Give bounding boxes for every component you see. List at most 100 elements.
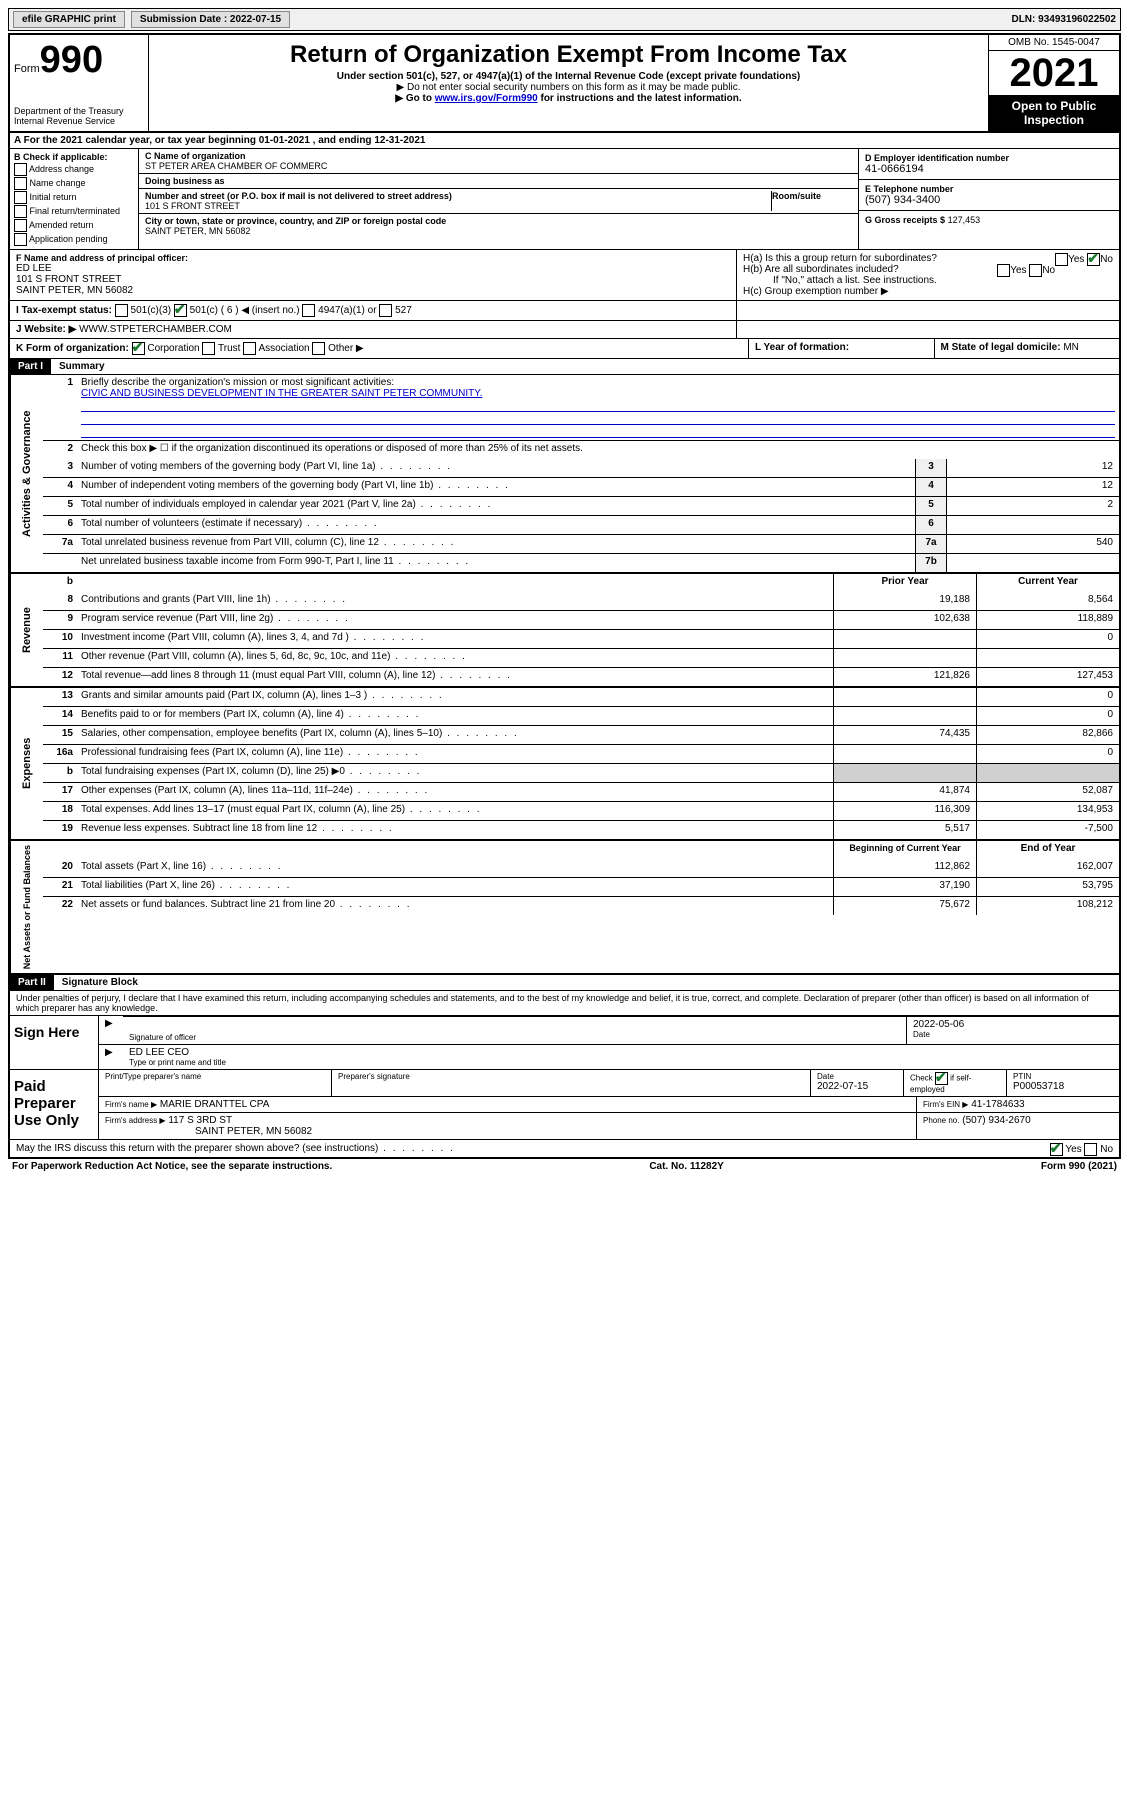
officer-name-title: ED LEE CEO (129, 1047, 1113, 1058)
revenue-block: Revenue b Prior Year Current Year 8Contr… (10, 574, 1119, 688)
checkbox-application-pending[interactable] (14, 233, 27, 246)
table-row: 11Other revenue (Part VIII, column (A), … (43, 648, 1119, 667)
sig-date: 2022-05-06 (913, 1019, 1113, 1030)
side-label-expenses: Expenses (10, 688, 43, 839)
tax-year: 2021 (989, 51, 1119, 95)
checkbox-self-employed[interactable] (935, 1072, 948, 1085)
table-row: 10Investment income (Part VIII, column (… (43, 629, 1119, 648)
checkbox-discuss-no[interactable] (1084, 1143, 1097, 1156)
section-bcd: B Check if applicable: Address change Na… (10, 149, 1119, 250)
table-row: 4Number of independent voting members of… (43, 477, 1119, 496)
checkbox-address-change[interactable] (14, 163, 27, 176)
domicile-state: MN (1063, 342, 1079, 353)
city-state-zip: SAINT PETER, MN 56082 (145, 226, 852, 236)
form-number: Form990 (14, 39, 144, 82)
checkbox-assoc[interactable] (243, 342, 256, 355)
may-irs-discuss: May the IRS discuss this return with the… (10, 1140, 1119, 1157)
side-label-netassets: Net Assets or Fund Balances (10, 841, 43, 973)
checkbox-501c3[interactable] (115, 304, 128, 317)
table-row: 19Revenue less expenses. Subtract line 1… (43, 820, 1119, 839)
omb-number: OMB No. 1545-0047 (989, 35, 1119, 51)
firm-phone: (507) 934-2670 (962, 1115, 1030, 1126)
ein-value: 41-0666194 (865, 163, 1113, 175)
checkbox-final-return[interactable] (14, 205, 27, 218)
table-row: 18Total expenses. Add lines 13–17 (must … (43, 801, 1119, 820)
irs-link[interactable]: www.irs.gov/Form990 (435, 93, 538, 104)
side-label-governance: Activities & Governance (10, 375, 43, 572)
checkbox-ha-no[interactable] (1087, 253, 1100, 266)
row-a-period: A For the 2021 calendar year, or tax yea… (10, 133, 1119, 149)
checkbox-527[interactable] (379, 304, 392, 317)
efile-button[interactable]: efile GRAPHIC print (13, 11, 125, 28)
website-value: WWW.STPETERCHAMBER.COM (79, 324, 232, 335)
row-j-website: J Website: ▶ WWW.STPETERCHAMBER.COM (10, 321, 1119, 339)
street-address: 101 S FRONT STREET (145, 201, 771, 211)
checkbox-initial-return[interactable] (14, 191, 27, 204)
open-public-badge: Open to Public Inspection (989, 95, 1119, 131)
row-klm: K Form of organization: Corporation Trus… (10, 339, 1119, 359)
checkbox-hb-yes[interactable] (997, 264, 1010, 277)
checkbox-4947[interactable] (302, 304, 315, 317)
form-note-2: ▶ Go to www.irs.gov/Form990 for instruct… (157, 93, 980, 104)
page-footer: For Paperwork Reduction Act Notice, see … (8, 1159, 1121, 1174)
perjury-declaration: Under penalties of perjury, I declare th… (10, 991, 1119, 1015)
checkbox-discuss-yes[interactable] (1050, 1143, 1063, 1156)
table-row: Net unrelated business taxable income fr… (43, 553, 1119, 572)
checkbox-trust[interactable] (202, 342, 215, 355)
table-row: 8Contributions and grants (Part VIII, li… (43, 592, 1119, 610)
firm-name: MARIE DRANTTEL CPA (160, 1099, 269, 1110)
dln-label: DLN: 93493196022502 (1011, 14, 1116, 25)
netassets-block: Net Assets or Fund Balances Beginning of… (10, 841, 1119, 975)
checkbox-501c[interactable] (174, 304, 187, 317)
row-i-tax-status: I Tax-exempt status: 501(c)(3) 501(c) ( … (10, 301, 1119, 321)
form-title: Return of Organization Exempt From Incom… (157, 41, 980, 69)
table-row: 15Salaries, other compensation, employee… (43, 725, 1119, 744)
expenses-block: Expenses 13Grants and similar amounts pa… (10, 688, 1119, 841)
table-row: 17Other expenses (Part IX, column (A), l… (43, 782, 1119, 801)
table-row: 16aProfessional fundraising fees (Part I… (43, 744, 1119, 763)
irs-label: Internal Revenue Service (14, 116, 144, 126)
table-row: 9Program service revenue (Part VIII, lin… (43, 610, 1119, 629)
form-subtitle: Under section 501(c), 527, or 4947(a)(1)… (157, 71, 980, 82)
table-row: 6Total number of volunteers (estimate if… (43, 515, 1119, 534)
table-row: bTotal fundraising expenses (Part IX, co… (43, 763, 1119, 782)
firm-addr1: 117 S 3RD ST (168, 1115, 232, 1126)
table-row: 5Total number of individuals employed in… (43, 496, 1119, 515)
firm-addr2: SAINT PETER, MN 56082 (195, 1126, 312, 1137)
form-container: Form990 Department of the Treasury Inter… (8, 33, 1121, 1159)
part1-header: Part I Summary (10, 359, 1119, 375)
table-row: 13Grants and similar amounts paid (Part … (43, 688, 1119, 706)
officer-addr1: 101 S FRONT STREET (16, 274, 730, 285)
table-row: 22Net assets or fund balances. Subtract … (43, 896, 1119, 915)
form-header: Form990 Department of the Treasury Inter… (10, 35, 1119, 133)
paid-preparer-block: Paid Preparer Use Only Print/Type prepar… (10, 1069, 1119, 1140)
row-f-h: F Name and address of principal officer:… (10, 250, 1119, 301)
checkbox-corp[interactable] (132, 342, 145, 355)
dept-label: Department of the Treasury (14, 106, 144, 116)
part2-header: Part II Signature Block (10, 975, 1119, 991)
column-d-contact: D Employer identification number 41-0666… (858, 149, 1119, 249)
table-row: 21Total liabilities (Part X, line 26)37,… (43, 877, 1119, 896)
gross-receipts: 127,453 (948, 215, 981, 225)
column-c-org-info: C Name of organization ST PETER AREA CHA… (139, 149, 858, 249)
side-label-revenue: Revenue (10, 574, 43, 686)
checkbox-name-change[interactable] (14, 177, 27, 190)
checkbox-other[interactable] (312, 342, 325, 355)
table-row: 12Total revenue—add lines 8 through 11 (… (43, 667, 1119, 686)
submission-date-button[interactable]: Submission Date : 2022-07-15 (131, 11, 290, 28)
top-toolbar: efile GRAPHIC print Submission Date : 20… (8, 8, 1121, 31)
checkbox-amended[interactable] (14, 219, 27, 232)
phone-value: (507) 934-3400 (865, 194, 1113, 206)
checkbox-ha-yes[interactable] (1055, 253, 1068, 266)
sign-here-block: Sign Here ▶ Signature of officer 2022-05… (10, 1015, 1119, 1069)
ptin-value: P00053718 (1013, 1081, 1113, 1092)
officer-name: ED LEE (16, 263, 730, 274)
table-row: 3Number of voting members of the governi… (43, 459, 1119, 477)
table-row: 14Benefits paid to or for members (Part … (43, 706, 1119, 725)
table-row: 20Total assets (Part X, line 16)112,8621… (43, 859, 1119, 877)
checkbox-hb-no[interactable] (1029, 264, 1042, 277)
mission-text: CIVIC AND BUSINESS DEVELOPMENT IN THE GR… (81, 388, 482, 399)
firm-ein: 41-1784633 (971, 1099, 1024, 1110)
preparer-date: 2022-07-15 (817, 1081, 897, 1092)
form-note-1: ▶ Do not enter social security numbers o… (157, 82, 980, 93)
